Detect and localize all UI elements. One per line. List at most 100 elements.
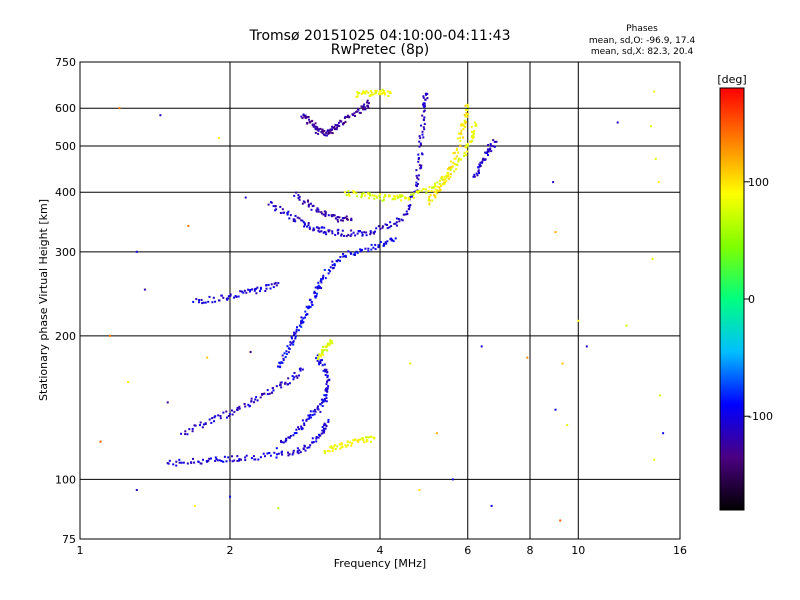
data-point — [194, 424, 197, 427]
data-point — [338, 216, 341, 219]
data-point — [371, 93, 374, 96]
data-point — [349, 441, 352, 444]
data-point — [358, 111, 361, 114]
data-point — [321, 352, 323, 355]
data-point — [368, 95, 371, 97]
data-point — [366, 440, 369, 443]
data-point — [367, 250, 370, 253]
data-point — [263, 392, 266, 395]
data-point — [280, 361, 283, 364]
data-point — [395, 224, 398, 227]
data-point — [287, 383, 289, 386]
data-point — [191, 430, 194, 433]
data-point — [414, 190, 417, 193]
data-point — [354, 254, 356, 256]
data-point — [295, 330, 298, 333]
data-point — [353, 112, 356, 115]
data-point — [428, 202, 431, 205]
data-point — [236, 455, 239, 458]
data-point — [383, 196, 386, 199]
data-point — [317, 210, 320, 213]
data-point — [394, 198, 397, 201]
data-point — [318, 361, 321, 364]
data-point — [316, 207, 319, 210]
data-point — [384, 223, 387, 226]
data-point — [212, 296, 215, 299]
data-point — [127, 381, 130, 383]
data-point — [379, 197, 381, 200]
data-point — [350, 229, 353, 232]
data-point — [340, 234, 343, 237]
data-point — [326, 376, 329, 379]
data-point — [417, 157, 420, 159]
data-point — [455, 168, 458, 171]
data-point — [306, 313, 309, 316]
data-point — [325, 134, 328, 137]
data-point — [302, 200, 305, 203]
data-point — [434, 196, 437, 199]
data-point — [369, 233, 372, 236]
data-point — [473, 132, 475, 135]
data-point — [369, 90, 372, 92]
data-point — [477, 170, 480, 173]
data-point — [266, 452, 269, 455]
data-point — [320, 211, 323, 214]
data-point — [659, 394, 662, 397]
data-point — [326, 371, 329, 373]
data-point — [317, 357, 320, 360]
data-point — [298, 195, 301, 198]
data-point — [422, 103, 424, 106]
data-point — [354, 115, 356, 117]
data-point — [231, 409, 233, 412]
data-point — [248, 290, 251, 293]
data-point — [379, 92, 382, 95]
data-point — [282, 359, 285, 362]
data-point — [283, 352, 286, 355]
colorbar-tick-label: 100 — [748, 176, 769, 189]
data-point — [306, 199, 309, 202]
data-point — [321, 351, 324, 353]
data-point — [214, 459, 217, 462]
data-point — [320, 287, 323, 290]
data-point — [416, 185, 418, 188]
data-point — [419, 142, 422, 145]
data-point — [365, 231, 368, 234]
data-point — [143, 288, 146, 291]
data-point — [316, 406, 319, 409]
data-point — [428, 199, 431, 202]
data-point — [464, 122, 467, 125]
data-point — [464, 109, 467, 112]
data-point — [327, 420, 330, 423]
data-point — [227, 415, 230, 417]
data-point — [305, 313, 307, 316]
data-point — [492, 139, 495, 142]
data-point — [364, 194, 367, 197]
data-point — [280, 440, 282, 443]
data-point — [418, 145, 421, 148]
data-point — [206, 356, 209, 359]
data-point — [441, 175, 443, 178]
data-point — [375, 195, 378, 198]
data-point — [289, 343, 292, 346]
data-point — [424, 188, 427, 191]
data-point — [360, 92, 363, 95]
data-point — [425, 192, 428, 195]
data-point — [449, 167, 452, 170]
data-point — [219, 417, 222, 420]
data-point — [304, 445, 306, 448]
data-point — [359, 438, 362, 441]
data-point — [296, 326, 298, 329]
data-point — [472, 134, 475, 137]
data-point — [342, 253, 345, 255]
data-point — [168, 459, 171, 462]
data-point — [238, 458, 241, 461]
data-point — [238, 407, 241, 410]
data-point — [365, 436, 368, 439]
data-point — [457, 160, 460, 163]
data-point — [434, 191, 437, 194]
data-point — [208, 295, 211, 298]
data-point — [333, 263, 336, 265]
data-point — [440, 177, 443, 180]
data-point — [324, 368, 327, 371]
data-point — [343, 234, 345, 237]
